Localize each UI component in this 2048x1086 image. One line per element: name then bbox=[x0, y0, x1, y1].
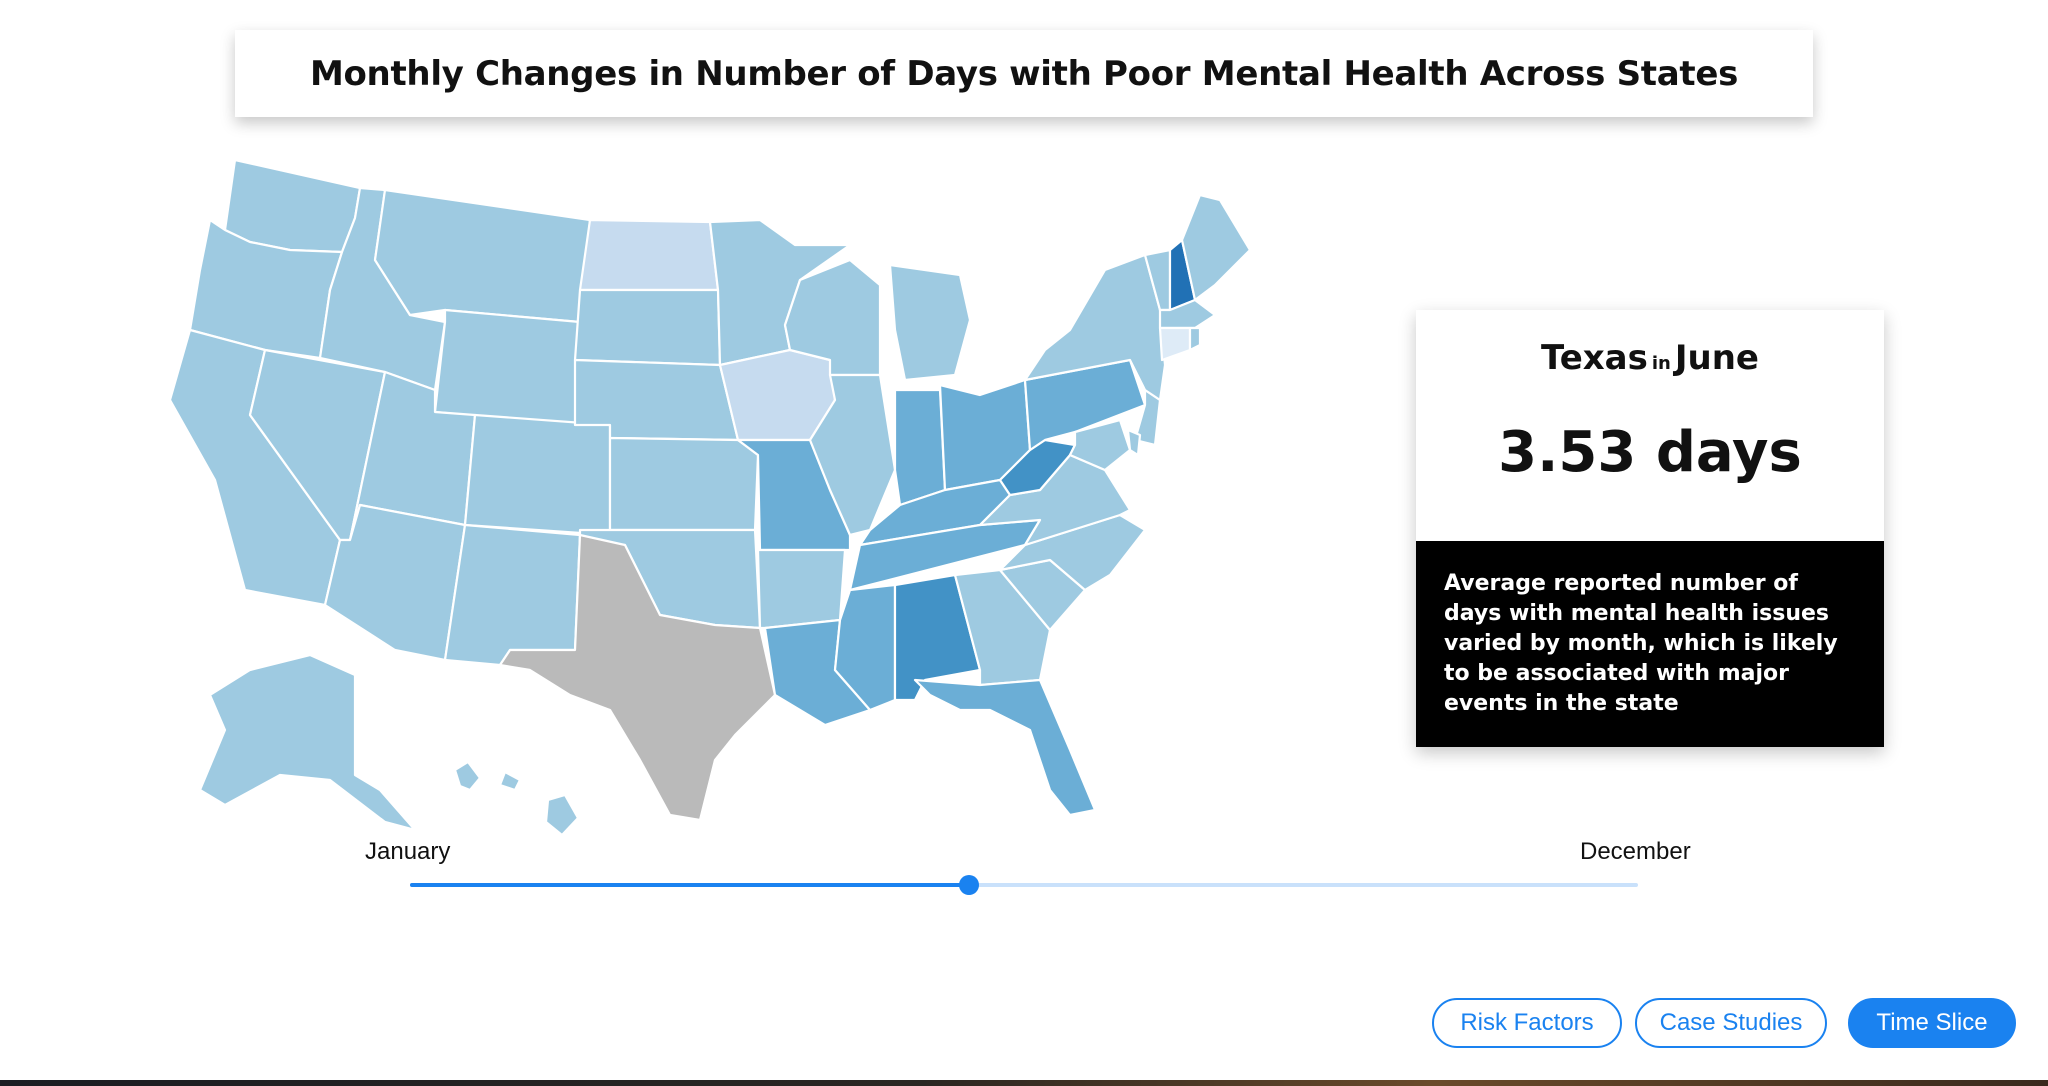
state-ND[interactable] bbox=[578, 218, 720, 292]
state-HI-maui[interactable] bbox=[498, 770, 522, 792]
info-card: Texas in June 3.53 days Average reported n… bbox=[1416, 310, 1884, 747]
info-state-name: Texas bbox=[1541, 338, 1648, 378]
info-card-header: Texas in June 3.53 days bbox=[1416, 310, 1884, 541]
state-CT[interactable] bbox=[1158, 326, 1192, 362]
state-WY[interactable] bbox=[433, 308, 582, 427]
info-month: June bbox=[1674, 338, 1759, 378]
state-TX[interactable] bbox=[498, 533, 777, 822]
month-slider-thumb[interactable] bbox=[959, 875, 979, 895]
info-description: Average reported number of days with men… bbox=[1416, 541, 1884, 747]
slider-end-label: December bbox=[1580, 838, 1691, 865]
state-AR[interactable] bbox=[756, 548, 847, 630]
state-WA[interactable] bbox=[223, 158, 362, 254]
state-MD[interactable] bbox=[1068, 418, 1132, 472]
info-heading: Texas in June bbox=[1416, 338, 1884, 378]
time-slice-button[interactable]: Time Slice bbox=[1848, 998, 2016, 1048]
state-KS[interactable] bbox=[608, 436, 760, 532]
state-FL[interactable] bbox=[913, 678, 1097, 817]
us-choropleth-map[interactable] bbox=[170, 150, 1260, 840]
state-HI[interactable] bbox=[453, 760, 482, 792]
state-MI[interactable] bbox=[888, 263, 972, 382]
info-value: 3.53 days bbox=[1498, 420, 1802, 485]
state-AK[interactable] bbox=[198, 653, 417, 832]
state-IN[interactable] bbox=[893, 388, 947, 507]
state-NM[interactable] bbox=[443, 523, 582, 667]
desktop-background-strip bbox=[0, 1080, 2048, 1086]
state-CO[interactable] bbox=[463, 413, 612, 537]
risk-factors-button[interactable]: Risk Factors bbox=[1432, 998, 1622, 1048]
state-SD[interactable] bbox=[573, 288, 722, 367]
state-NC[interactable] bbox=[998, 513, 1147, 592]
page-title: Monthly Changes in Number of Days with P… bbox=[309, 53, 1739, 94]
case-studies-button[interactable]: Case Studies bbox=[1635, 998, 1827, 1048]
month-slider-fill bbox=[410, 883, 969, 887]
title-card: Monthly Changes in Number of Days with P… bbox=[235, 30, 1813, 117]
state-ME[interactable] bbox=[1180, 193, 1252, 302]
month-slider[interactable] bbox=[410, 875, 1638, 895]
state-HI-big[interactable] bbox=[544, 793, 580, 837]
state-RI[interactable] bbox=[1188, 326, 1202, 352]
state-MT[interactable] bbox=[373, 188, 592, 324]
state-IL[interactable] bbox=[808, 373, 897, 537]
state-NY[interactable] bbox=[1023, 253, 1167, 402]
info-connector: in bbox=[1651, 353, 1671, 374]
state-DE[interactable] bbox=[1126, 428, 1142, 457]
slider-start-label: January bbox=[365, 838, 451, 865]
